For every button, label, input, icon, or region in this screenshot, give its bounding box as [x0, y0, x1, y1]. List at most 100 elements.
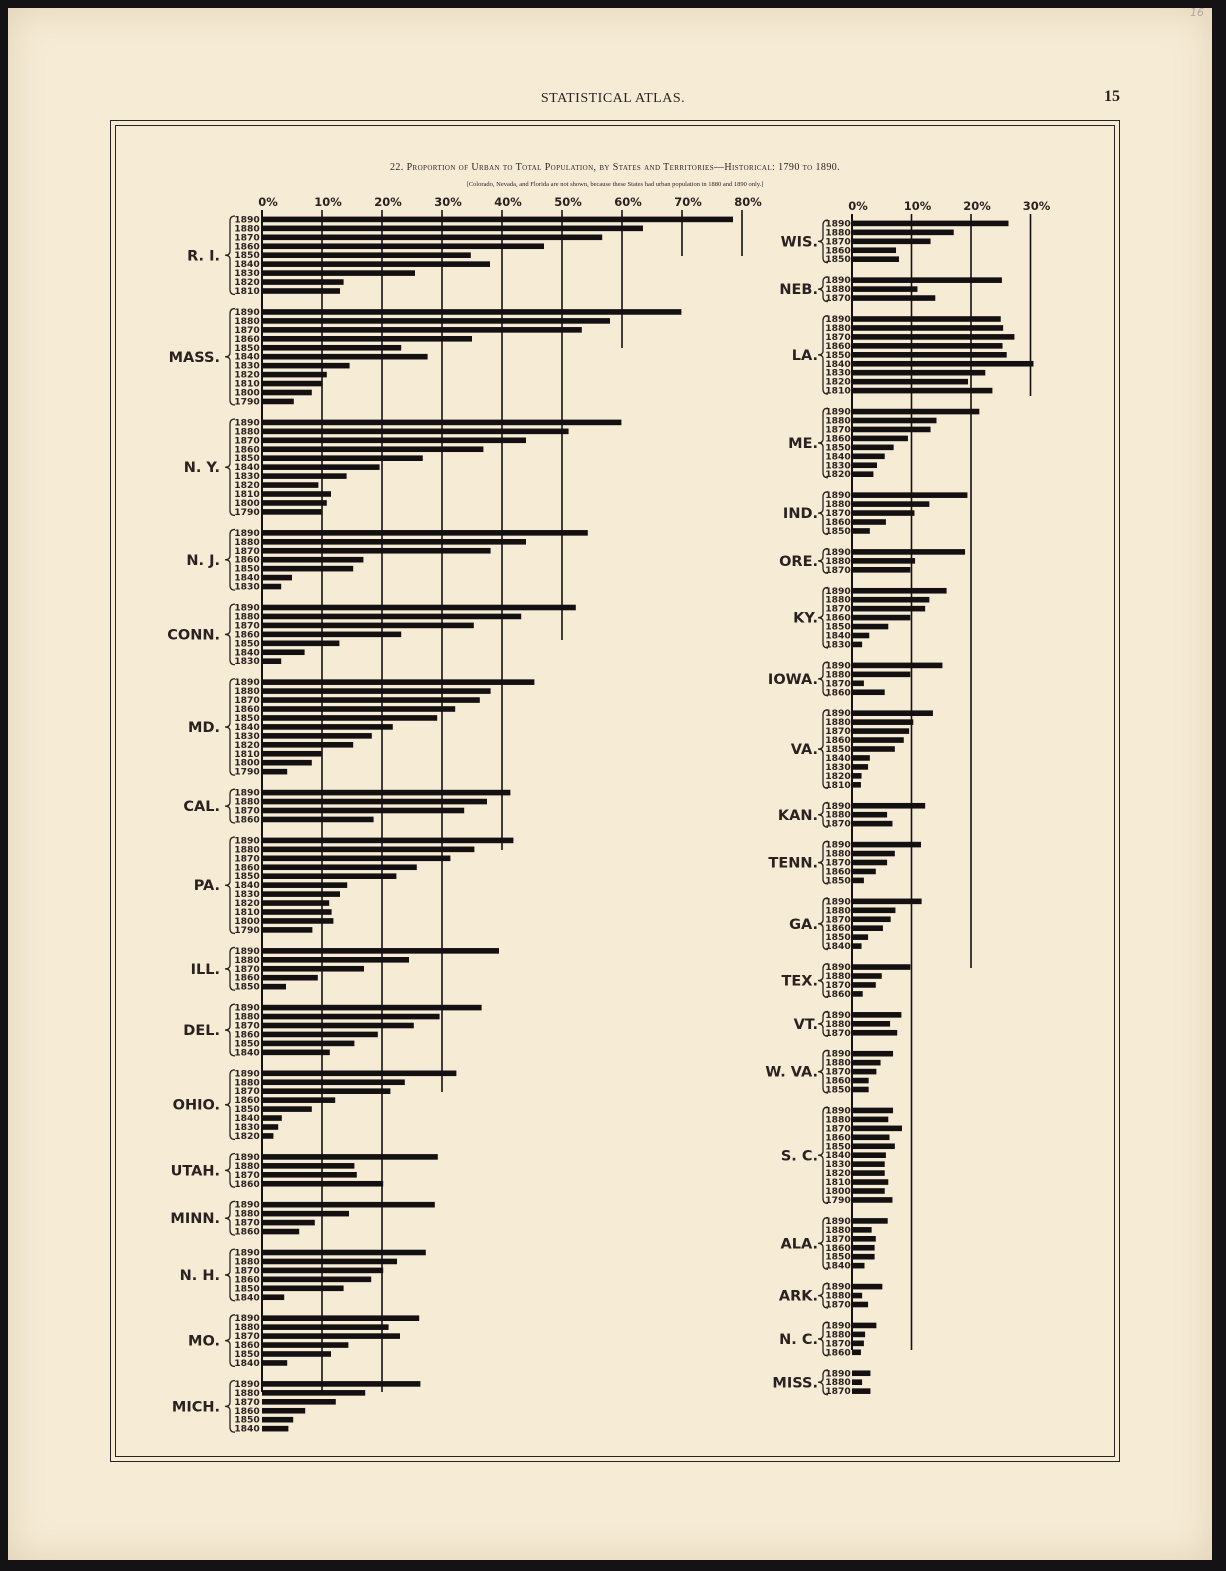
- panel-right-me-bar-1820: [852, 471, 874, 477]
- panel-right-va-year-1810: 1810: [825, 780, 851, 791]
- panel-right-ga-year-1880: 1880: [825, 905, 851, 916]
- panel-right-w-va-year-1850: 1850: [825, 1085, 851, 1096]
- panel-left-ohio-bar-1820: [262, 1133, 274, 1139]
- panel-left-mass-state-label: MASS.: [169, 350, 220, 366]
- panel-left-tick-label-8: 80%: [734, 195, 762, 209]
- panel-left-n-y-year-1870: 1870: [234, 435, 260, 446]
- panel-left-md-year-1810: 1810: [234, 749, 260, 760]
- panel-left-conn-year-1860: 1860: [234, 629, 260, 640]
- panel-right-vt-bar-1880: [852, 1021, 891, 1027]
- panel-left-ill-bar-1870: [262, 965, 364, 972]
- panel-right-ind-brace: [817, 491, 829, 536]
- panel-left-conn-bar-1850: [262, 640, 340, 647]
- panel-right-ky-year-1840: 1840: [825, 631, 851, 642]
- panel-left-ohio-year-1870: 1870: [234, 1086, 260, 1097]
- panel-right-la-bar-1890: [852, 316, 1001, 322]
- panel-right-la-brace: [817, 314, 829, 395]
- panel-right-ky-bar-1880: [852, 596, 930, 603]
- panel-left-ohio-year-1820: 1820: [234, 1131, 260, 1142]
- panel-left-minn-bar-1890: [262, 1201, 435, 1208]
- panel-right-va-year-1820: 1820: [825, 771, 851, 782]
- panel-right-la-year-1860: 1860: [825, 341, 851, 352]
- panel-left-pa-bar-1840: [262, 882, 348, 888]
- panel-left-pa-bar-1850: [262, 873, 397, 879]
- panel-right-ala-bar-1870: [852, 1236, 876, 1242]
- panel-left-del-year-1850: 1850: [234, 1038, 260, 1049]
- panel-left-mo-year-1860: 1860: [234, 1340, 260, 1351]
- panel-right-iowa-brace: [817, 661, 829, 697]
- panel-right-iowa-bar-1870: [852, 680, 864, 687]
- panel-left-mich-bar-1880: [262, 1390, 366, 1396]
- panel-right-ind-year-1870: 1870: [825, 508, 851, 519]
- panel-left-minn-state-label: MINN.: [170, 1211, 220, 1227]
- panel-right-va-bar-1840: [852, 755, 870, 761]
- panel-left-r-i-year-1810: 1810: [234, 286, 260, 297]
- panel-right-va-year-1880: 1880: [825, 717, 851, 728]
- panel-right-tenn-year-1890: 1890: [825, 840, 851, 851]
- panel-right-va-bar-1870: [852, 728, 910, 734]
- panel-left-pa-year-1890: 1890: [234, 835, 260, 846]
- panel-left-pa-year-1810: 1810: [234, 907, 260, 918]
- panel-right-la-bar-1880: [852, 325, 1004, 331]
- panel-left-mass-year-1830: 1830: [234, 361, 260, 372]
- panel-left-ohio-year-1830: 1830: [234, 1122, 260, 1133]
- panel-left-r-i-year-1860: 1860: [234, 241, 260, 252]
- panel-left-n-h-year-1870: 1870: [234, 1265, 260, 1276]
- panel-left-del-year-1880: 1880: [234, 1012, 260, 1023]
- panel-right-wis-bar-1870: [852, 238, 931, 245]
- panel-right-s-c-state-label: S. C.: [781, 1148, 818, 1164]
- panel-left-mo-year-1870: 1870: [234, 1331, 260, 1342]
- panel-right-ga-brace: [817, 897, 829, 951]
- panel-left-ohio-bar-1880: [262, 1079, 405, 1086]
- panel-right-kan-bar-1890: [852, 802, 926, 809]
- panel-left-n-y-bar-1880: [262, 428, 569, 435]
- panel-left-mich-bar-1840: [262, 1425, 289, 1432]
- panel-right-va-bar-1810: [852, 782, 861, 788]
- panel-left-n-h-bar-1870: [262, 1267, 384, 1274]
- panel-right-w-va-bar-1860: [852, 1077, 869, 1084]
- panel-right-ala-brace: [817, 1216, 829, 1270]
- panel-left-mass-bar-1790: [262, 398, 294, 405]
- panel-left-n-h-bar-1880: [262, 1258, 397, 1265]
- panel-left-pa-bar-1790: [262, 927, 313, 933]
- panel-left-pa-bar-1810: [262, 909, 332, 915]
- panel-left-md-year-1860: 1860: [234, 704, 260, 715]
- panel-left-del-bar-1850: [262, 1040, 355, 1047]
- panel-right-w-va-year-1880: 1880: [825, 1058, 851, 1069]
- panel-left-minn-bar-1870: [262, 1219, 315, 1226]
- panel-right-wis-state-label: WIS.: [781, 234, 818, 250]
- panel-left-del-bar-1870: [262, 1022, 414, 1029]
- panel-right-me-bar-1830: [852, 462, 877, 469]
- panel-left-n-h-year-1850: 1850: [234, 1283, 260, 1294]
- panel-right-miss-year-1880: 1880: [825, 1377, 851, 1388]
- panel-left-pa-bar-1830: [262, 891, 340, 897]
- panel-left-ohio-year-1880: 1880: [234, 1077, 260, 1088]
- panel-right-ore-bar-1880: [852, 558, 916, 564]
- panel-left-pa-year-1880: 1880: [234, 844, 260, 855]
- panel-left-ohio-year-1840: 1840: [234, 1113, 260, 1124]
- panel-left-ill-year-1860: 1860: [234, 973, 260, 984]
- panel-right-ga-bar-1870: [852, 916, 891, 923]
- panel-right-w-va-state-label: W. VA.: [765, 1065, 818, 1081]
- panel-left-utah-bar-1890: [262, 1154, 438, 1160]
- panel-right-s-c-year-1800: 1800: [825, 1186, 851, 1197]
- panel-right-n-c-bar-1890: [852, 1322, 877, 1329]
- panel-right-s-c-brace: [817, 1106, 829, 1205]
- panel-right-tick-label-0: 0%: [848, 199, 868, 213]
- panel-right-me-bar-1840: [852, 453, 885, 460]
- panel-right-me-bar-1870: [852, 426, 931, 433]
- panel-left-n-y-year-1830: 1830: [234, 471, 260, 482]
- panel-right-ky-brace: [817, 586, 829, 649]
- panel-left-ohio-brace: [224, 1069, 236, 1141]
- panel-left-ill-bar-1890: [262, 948, 499, 954]
- panel-left-conn-year-1840: 1840: [234, 647, 260, 658]
- panel-left-pa-bar-1800: [262, 918, 334, 924]
- panel-left-r-i-bar-1850: [262, 252, 471, 258]
- panel-left-cal-year-1890: 1890: [234, 788, 260, 799]
- panel-right-me-year-1870: 1870: [825, 424, 851, 435]
- panel-left-n-h-bar-1860: [262, 1276, 372, 1283]
- panel-left-r-i-bar-1830: [262, 270, 415, 276]
- panel-left-del-bar-1860: [262, 1031, 378, 1038]
- panel-left-md-year-1870: 1870: [234, 695, 260, 706]
- panel-left-n-h-year-1890: 1890: [234, 1248, 260, 1259]
